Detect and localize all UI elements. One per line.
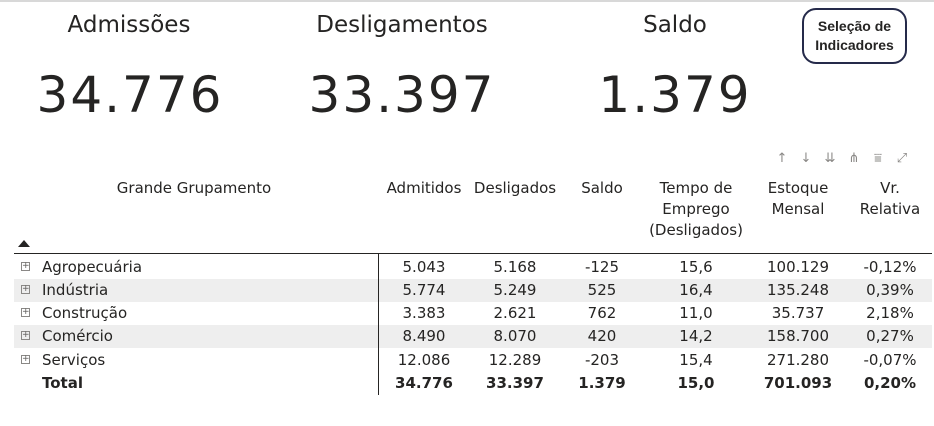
cell-estoque: 158.700 — [766, 327, 830, 345]
expand-row-icon[interactable]: + — [21, 261, 30, 271]
kpi-desligamentos-value: 33.397 — [308, 66, 496, 124]
total-label: Total — [42, 374, 83, 392]
header-tempo-line3: (Desligados) — [649, 221, 743, 239]
expand-row-icon[interactable]: + — [21, 354, 30, 364]
cell-admitidos: 8.490 — [402, 327, 446, 345]
cell-saldo: -203 — [584, 351, 620, 369]
kpi-admissoes-label: Admissões — [67, 12, 191, 38]
table-row[interactable]: + Comércio 8.490 8.070 420 14,2 158.700 … — [14, 325, 932, 348]
kpi-desligamentos-label: Desligamentos — [316, 12, 488, 38]
expand-all-down-icon[interactable]: ⇊ — [824, 151, 836, 166]
cell-tempo: 15,4 — [679, 351, 713, 369]
header-tempo-emprego[interactable]: Tempo de Emprego (Desligados) — [644, 178, 748, 241]
selecao-button-label-line1: Seleção de — [817, 18, 892, 34]
total-saldo: 1.379 — [578, 374, 626, 392]
cell-estoque: 35.737 — [771, 304, 825, 322]
visual-toolbar: ↑ ↓ ⇊ ⋔ ⩸ ⤢ — [770, 150, 914, 168]
header-tempo-line1: Tempo de — [659, 179, 733, 197]
selecao-button-label-line2: Indicadores — [815, 37, 894, 53]
total-desligados: 33.397 — [486, 374, 544, 392]
header-desligados[interactable]: Desligados — [473, 179, 557, 197]
kpi-saldo-value: 1.379 — [598, 66, 752, 124]
cell-admitidos: 12.086 — [397, 351, 451, 369]
table-row[interactable]: + Indústria 5.774 5.249 525 16,4 135.248… — [14, 279, 932, 302]
cell-desligados: 5.249 — [493, 281, 537, 299]
cell-estoque: 271.280 — [766, 351, 830, 369]
cell-vr: 0,27% — [866, 327, 914, 345]
expand-row-icon[interactable]: + — [21, 307, 30, 317]
cell-vr: -0,07% — [863, 351, 917, 369]
cell-admitidos: 5.043 — [402, 258, 446, 276]
kpi-admissoes-value: 34.776 — [36, 66, 224, 124]
expand-row-icon[interactable]: + — [21, 330, 30, 340]
top-border — [0, 0, 934, 2]
table-row[interactable]: + Construção 3.383 2.621 762 11,0 35.737… — [14, 302, 932, 325]
header-vr-relativa[interactable]: Vr. Relativa — [848, 178, 932, 220]
row-name: Comércio — [42, 327, 113, 345]
cell-saldo: 762 — [587, 304, 617, 322]
total-vr: 0,20% — [863, 374, 917, 392]
cell-admitidos: 3.383 — [402, 304, 446, 322]
row-name: Construção — [42, 304, 128, 322]
total-estoque: 701.093 — [763, 374, 833, 392]
cell-estoque: 135.248 — [766, 281, 830, 299]
hierarchy-icon[interactable]: ⋔ — [848, 151, 860, 166]
table-row[interactable]: + Agropecuária 5.043 5.168 -125 15,6 100… — [14, 256, 932, 279]
header-estoque-line1: Estoque — [767, 179, 829, 197]
cell-saldo: 525 — [587, 281, 617, 299]
cell-vr: -0,12% — [863, 258, 917, 276]
kpi-saldo-label: Saldo — [643, 12, 707, 38]
expand-row-icon[interactable]: + — [21, 284, 30, 294]
table-total-row: Total 34.776 33.397 1.379 15,0 701.093 0… — [14, 372, 932, 395]
header-vr-line2: Relativa — [859, 200, 921, 218]
row-name: Serviços — [42, 351, 106, 369]
cell-admitidos: 5.774 — [402, 281, 446, 299]
cell-desligados: 2.621 — [493, 304, 537, 322]
row-name: Agropecuária — [42, 258, 143, 276]
cell-desligados: 5.168 — [493, 258, 537, 276]
header-grande-grupamento[interactable]: Grande Grupamento — [116, 179, 272, 197]
selecao-indicadores-button[interactable]: Seleção de Indicadores — [802, 8, 907, 64]
header-admitidos[interactable]: Admitidos — [386, 179, 462, 197]
cell-estoque: 100.129 — [766, 258, 830, 276]
sort-ascending-indicator-icon — [18, 240, 30, 247]
cell-desligados: 8.070 — [493, 327, 537, 345]
cell-tempo: 15,6 — [679, 258, 713, 276]
table-row[interactable]: + Serviços 12.086 12.289 -203 15,4 271.2… — [14, 349, 932, 372]
filter-icon[interactable]: ⩸ — [874, 151, 882, 166]
cell-vr: 2,18% — [866, 304, 914, 322]
header-tempo-line2: Emprego — [662, 200, 730, 218]
cell-tempo: 14,2 — [679, 327, 713, 345]
header-saldo[interactable]: Saldo — [581, 179, 623, 197]
focus-mode-icon[interactable]: ⤢ — [896, 151, 908, 166]
header-estoque-mensal[interactable]: Estoque Mensal — [748, 178, 848, 220]
header-vr-line1: Vr. — [880, 179, 900, 197]
cell-desligados: 12.289 — [488, 351, 542, 369]
row-header-divider — [378, 254, 379, 395]
sort-ascending-icon[interactable]: ↑ — [776, 151, 788, 166]
cell-tempo: 11,0 — [679, 304, 713, 322]
cell-saldo: 420 — [587, 327, 617, 345]
row-name: Indústria — [42, 281, 109, 299]
header-divider — [14, 253, 932, 254]
total-tempo: 15,0 — [677, 374, 715, 392]
cell-tempo: 16,4 — [679, 281, 713, 299]
total-admitidos: 34.776 — [395, 374, 453, 392]
cell-saldo: -125 — [584, 258, 620, 276]
sort-descending-icon[interactable]: ↓ — [800, 151, 812, 166]
header-estoque-line2: Mensal — [771, 200, 825, 218]
cell-vr: 0,39% — [866, 281, 914, 299]
